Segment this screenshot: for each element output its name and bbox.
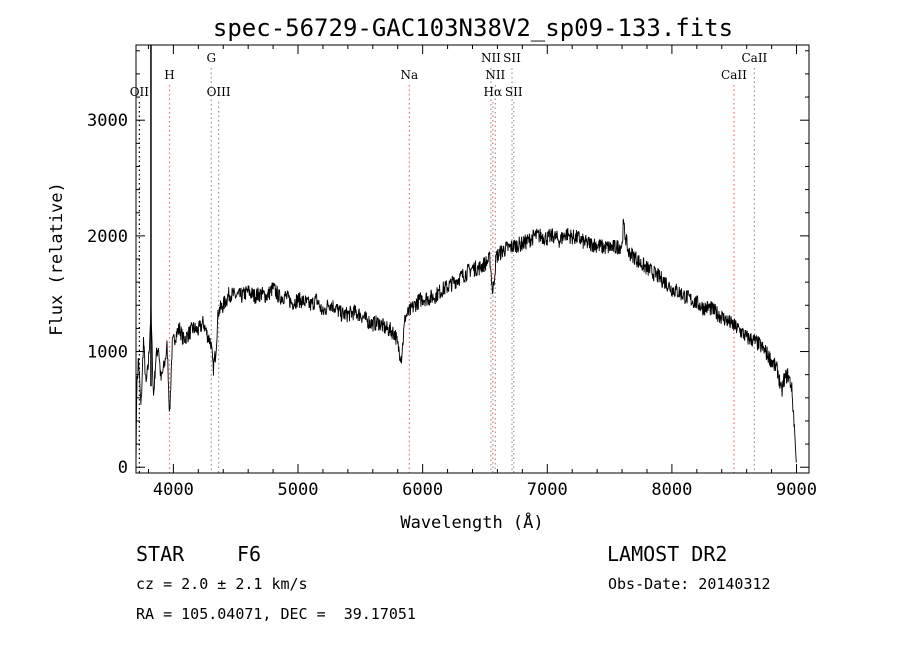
chart-title: spec-56729-GAC103N38V2_sp09-133.fits xyxy=(213,14,733,42)
coordinates: RA = 105.04071, DEC = 39.17051 xyxy=(136,605,416,623)
spectral-line-label: SII xyxy=(505,85,523,99)
spectral-line-label: H xyxy=(164,68,174,82)
y-axis-label: Flux (relative) xyxy=(47,182,67,336)
spectral-line-label: NII xyxy=(481,51,501,65)
y-tick-label: 2000 xyxy=(87,227,128,247)
spectral-line-label: CaII xyxy=(741,51,767,65)
x-tick-label: 8000 xyxy=(651,480,692,500)
x-tick-label: 9000 xyxy=(776,480,817,500)
object-class: STAR xyxy=(136,542,185,566)
spectral-line-label: SII xyxy=(503,51,521,65)
spectrum-line xyxy=(135,218,797,468)
survey-name: LAMOST DR2 xyxy=(607,542,728,566)
redshift-text: cz = 2.0 ± 2.1 km/s xyxy=(136,575,308,593)
axis-ticks: 4000 5000 6000 7000 8000 9000 0 1000 2000 3000 xyxy=(87,45,817,500)
y-tick-label: 3000 xyxy=(87,111,128,131)
y-tick-label: 1000 xyxy=(87,343,128,363)
y-tick-label: 0 xyxy=(118,458,128,478)
spectral-line-label: Na xyxy=(400,68,418,82)
spectral-line-label: CaII xyxy=(721,68,747,82)
x-axis-label: Wavelength (Å) xyxy=(400,511,543,533)
object-subclass: F6 xyxy=(237,542,262,566)
spectral-line-label: OIII xyxy=(207,85,231,99)
spectral-line-label: NII xyxy=(485,68,505,82)
spectrum-layer xyxy=(135,45,797,468)
spectral-line-label: Hα xyxy=(484,85,503,99)
x-tick-label: 5000 xyxy=(278,480,319,500)
spectral-line-label: OII xyxy=(130,85,150,99)
x-tick-label: 4000 xyxy=(153,480,194,500)
x-tick-label: 6000 xyxy=(402,480,443,500)
plot-frame xyxy=(135,44,810,474)
x-tick-label: 7000 xyxy=(527,480,568,500)
obs-date: Obs-Date: 20140312 xyxy=(608,575,771,593)
spectral-line-label: G xyxy=(206,51,216,65)
